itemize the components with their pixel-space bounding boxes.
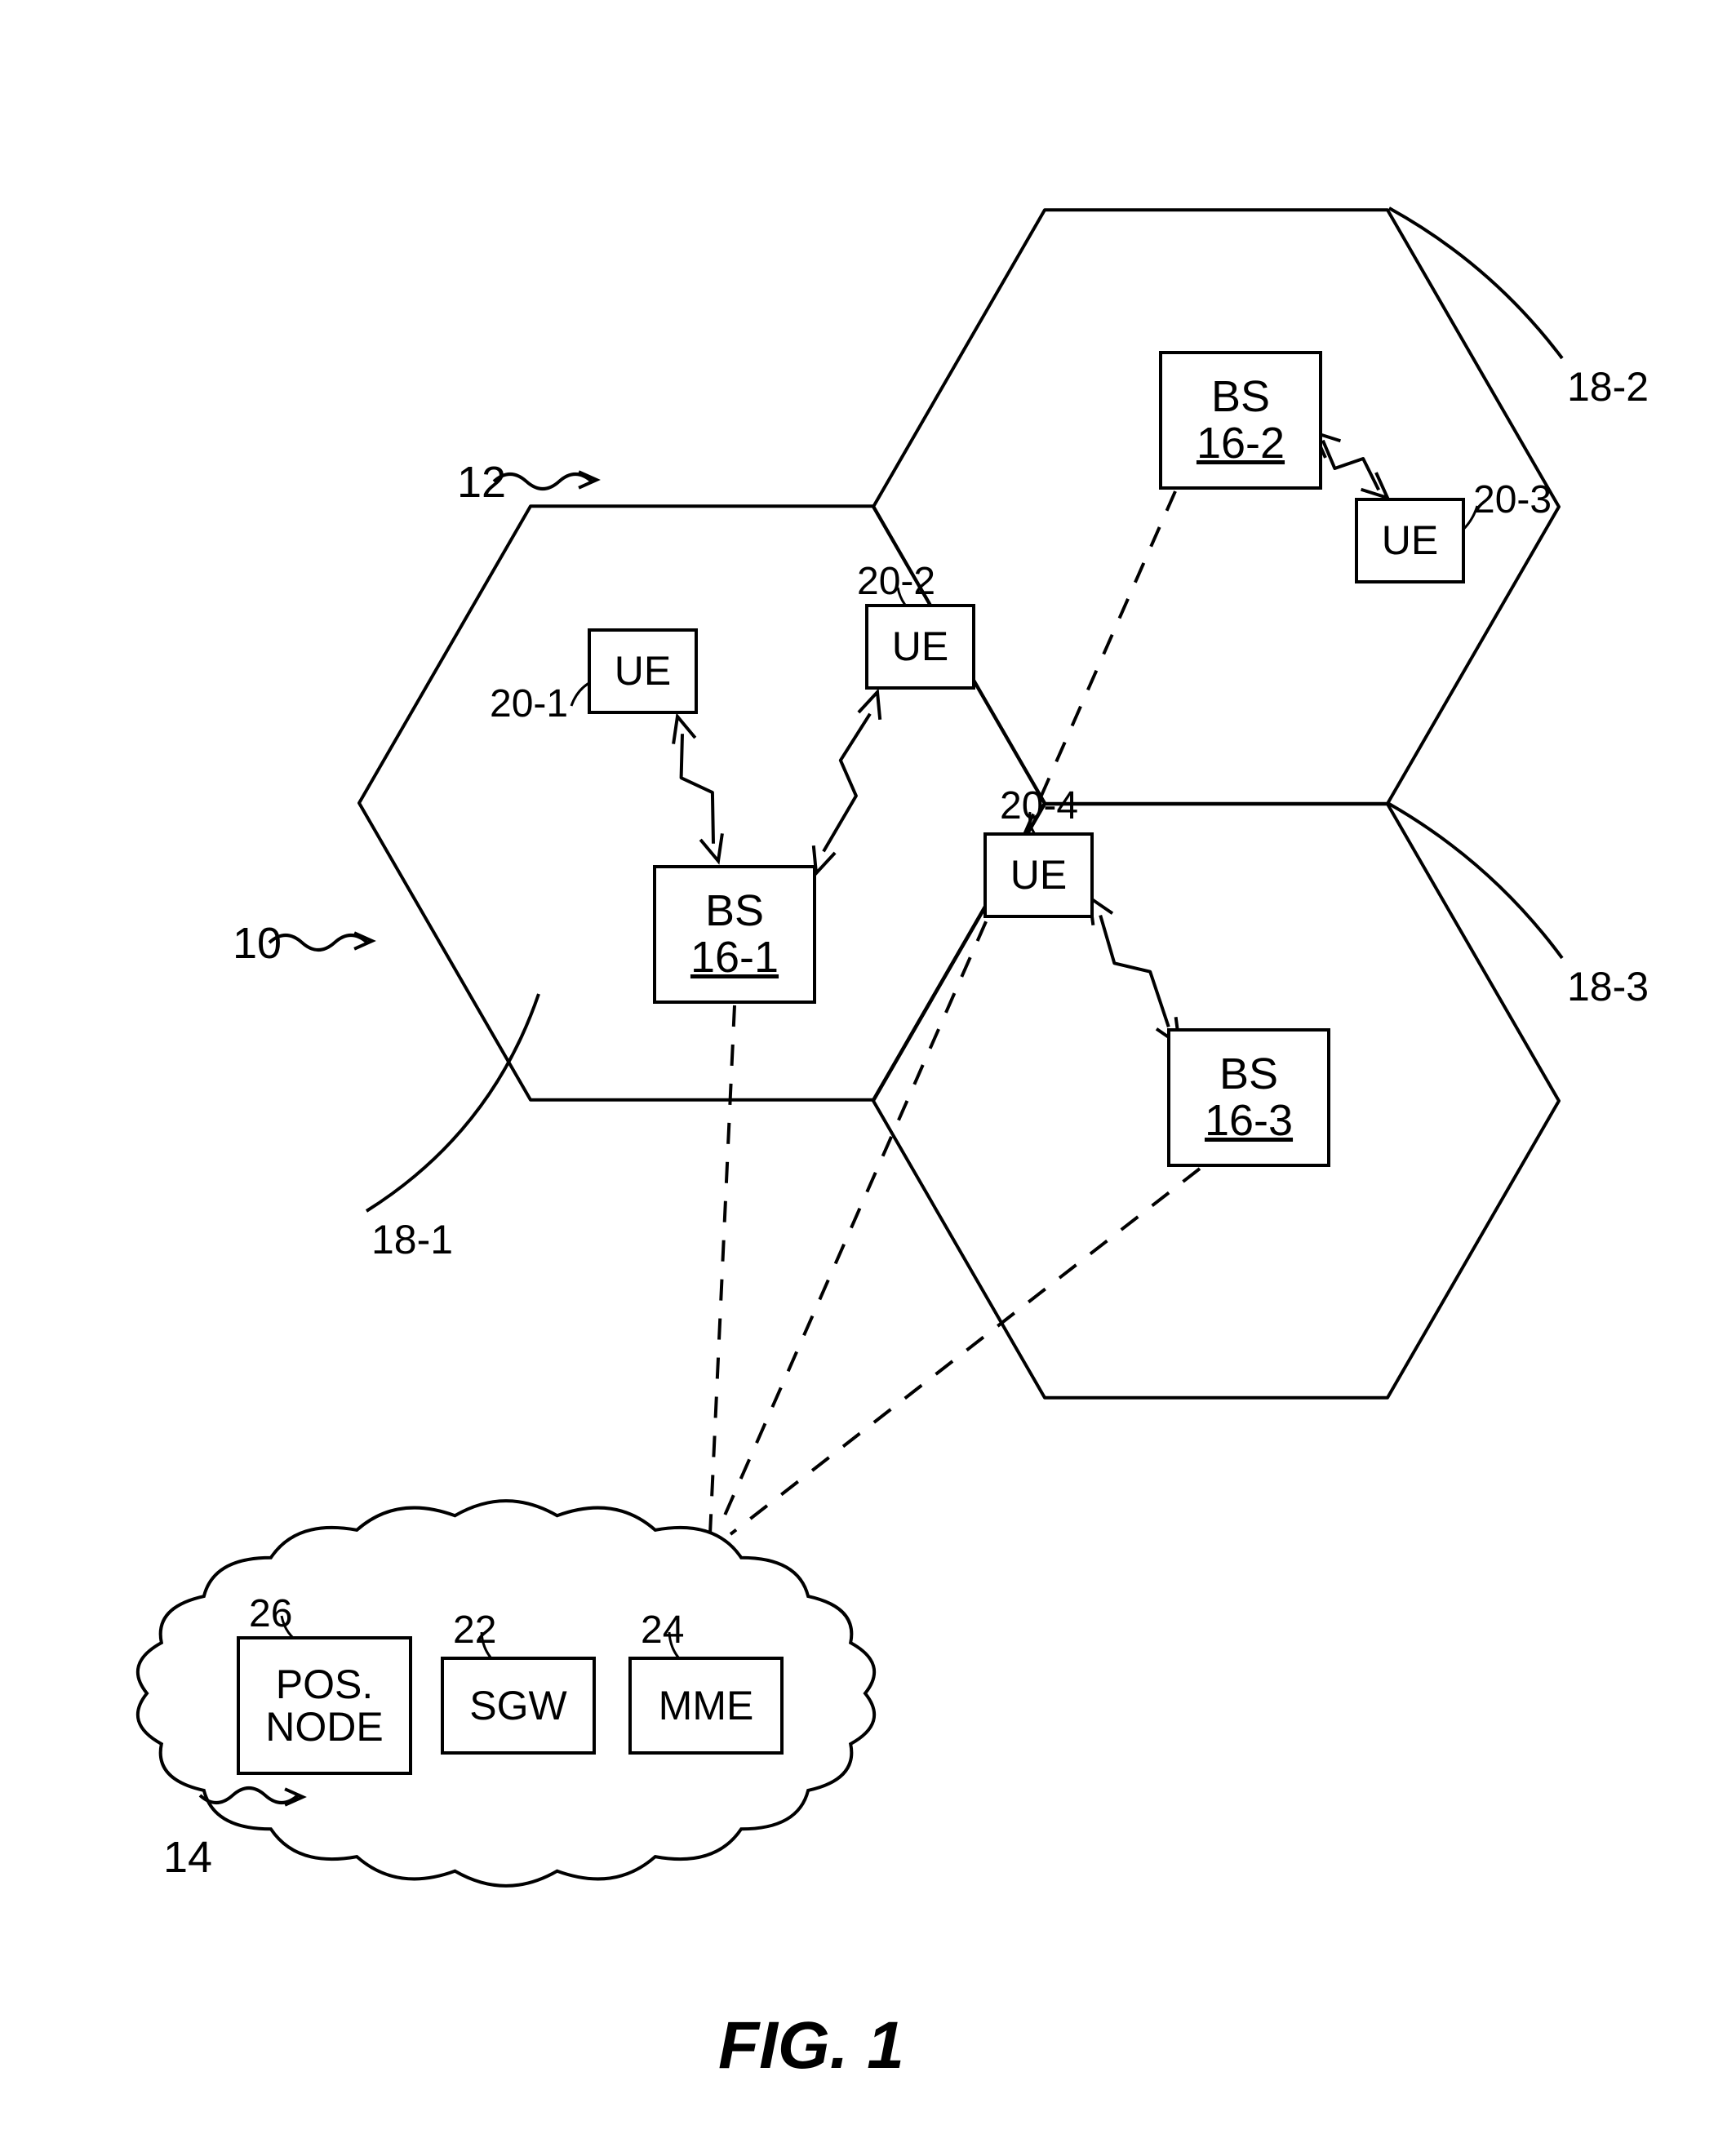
ref-label-pos-node: 26	[249, 1591, 292, 1636]
ref-label-mme: 24	[641, 1608, 684, 1653]
label-c-18-2: 18-2	[1567, 363, 1649, 410]
ref-label-ue-20-2: 20-2	[857, 559, 935, 604]
ue-20-1-label: UE	[615, 650, 671, 693]
bs-16-3: BS16-3	[1167, 1028, 1330, 1167]
figure-label: FIG. 1	[718, 2008, 904, 2084]
ref-label-ue-20-3: 20-3	[1473, 477, 1552, 522]
wireless-link	[824, 714, 870, 852]
sgw: SGW	[441, 1657, 596, 1755]
ue-20-4: UE	[983, 832, 1094, 918]
bs-16-1-ref: 16-1	[690, 934, 779, 981]
ue-20-2: UE	[865, 604, 975, 690]
ue-20-3: UE	[1355, 498, 1465, 583]
bs-16-2-label: BS	[1211, 374, 1270, 420]
ref-sq-10: 10	[233, 918, 282, 969]
wireless-link	[682, 734, 713, 844]
pos-node: POS.NODE	[237, 1636, 412, 1775]
bs-16-2: BS16-2	[1159, 351, 1322, 490]
ue-20-2-label: UE	[892, 625, 948, 668]
figure-canvas: BS16-1BS16-2BS16-3UEUEUEUEPOS.NODESGWMME…	[0, 0, 1736, 2143]
ref-label-ue-20-1: 20-1	[490, 681, 568, 726]
wireless-link	[1100, 916, 1169, 1027]
backhaul-link	[730, 1169, 1200, 1534]
ref-label-sgw: 22	[453, 1608, 496, 1653]
pos-node-label: POS.	[276, 1663, 373, 1706]
mme-label: MME	[659, 1684, 754, 1728]
ref-sq-12: 12	[457, 457, 506, 508]
ref-label-ue-20-4: 20-4	[1000, 783, 1078, 828]
callout-c-18-1	[366, 994, 539, 1211]
squiggle-sq-12	[494, 474, 592, 489]
ue-20-3-label: UE	[1382, 519, 1438, 562]
bs-16-1-label: BS	[705, 888, 764, 934]
label-c-18-3: 18-3	[1567, 963, 1649, 1010]
label-c-18-1: 18-1	[371, 1216, 453, 1263]
mme: MME	[628, 1657, 784, 1755]
bs-16-2-ref: 16-2	[1197, 420, 1285, 467]
ref-sq-14: 14	[163, 1832, 212, 1883]
bs-16-1: BS16-1	[653, 865, 816, 1004]
diagram-svg	[0, 0, 1736, 2143]
sgw-label: SGW	[469, 1684, 566, 1728]
bs-16-3-ref: 16-3	[1205, 1098, 1293, 1144]
hex-18-1	[359, 506, 1045, 1099]
ue-20-4-label: UE	[1010, 854, 1067, 897]
pos-node-ref: NODE	[265, 1706, 383, 1749]
backhaul-link	[710, 1005, 735, 1534]
squiggle-sq-10	[269, 935, 367, 950]
ue-20-1: UE	[588, 628, 698, 714]
bs-16-3-label: BS	[1219, 1051, 1278, 1098]
callout-c-18-3	[1389, 804, 1562, 958]
wireless-link	[1323, 441, 1379, 490]
callout-c-18-2	[1389, 208, 1562, 358]
